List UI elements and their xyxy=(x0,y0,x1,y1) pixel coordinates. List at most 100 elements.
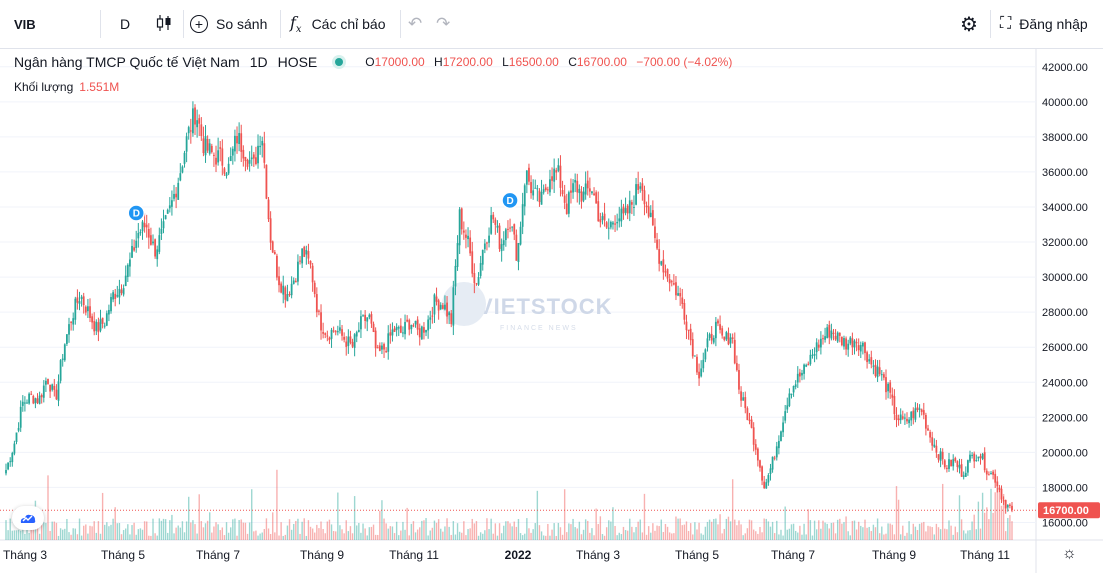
candle-body xyxy=(956,461,959,467)
volume-bar xyxy=(582,529,585,540)
candle-body xyxy=(320,312,322,331)
candle-body xyxy=(231,148,234,156)
candle-body xyxy=(330,329,333,339)
volume-bar xyxy=(973,514,975,540)
volume-bar xyxy=(526,518,528,540)
candle-body xyxy=(488,235,490,243)
volume-bar xyxy=(603,535,606,540)
volume-bar xyxy=(929,526,931,540)
volume-bar xyxy=(862,527,864,540)
candle-body xyxy=(196,120,199,128)
volume-bar xyxy=(259,533,261,540)
volume-bar xyxy=(309,526,312,540)
compare-button[interactable]: + So sánh xyxy=(190,0,267,48)
x-tick-label: Tháng 7 xyxy=(196,548,240,562)
volume-bar xyxy=(685,521,688,540)
settings-gear-icon[interactable]: ⚙ xyxy=(960,13,978,36)
candle-body xyxy=(40,395,43,398)
volume-bar xyxy=(790,524,793,540)
interval-button[interactable]: D xyxy=(120,16,131,32)
candle-body xyxy=(822,338,824,340)
candle-body xyxy=(219,147,222,149)
volume-bar xyxy=(866,527,868,540)
candle-body xyxy=(19,406,22,428)
candle-body xyxy=(864,342,866,354)
login-button[interactable]: ⛶ Đăng nhập xyxy=(1000,0,1088,48)
volume-bar xyxy=(671,533,673,540)
volume-bar xyxy=(654,530,656,540)
volume-bar xyxy=(152,518,154,540)
volume-bar xyxy=(983,512,986,540)
axis-settings-icon[interactable]: ☼ xyxy=(1062,545,1077,562)
y-tick-label: 24000.00 xyxy=(1042,377,1088,389)
candle-body xyxy=(273,252,276,255)
volume-bar xyxy=(727,516,730,540)
volume-bar xyxy=(561,534,564,540)
volume-bar xyxy=(421,520,423,540)
candle-body xyxy=(803,364,805,374)
volume-bar xyxy=(864,519,866,540)
volume-bar xyxy=(620,534,623,540)
volume-bar xyxy=(272,512,274,540)
candle-body xyxy=(700,368,703,377)
login-label: Đăng nhập xyxy=(1019,16,1088,32)
volume-bar xyxy=(9,518,11,540)
volume-bar xyxy=(337,492,339,540)
volume-bar xyxy=(465,535,467,540)
candle-body xyxy=(530,182,532,194)
tradingview-logo-button[interactable] xyxy=(12,506,44,530)
candle-body xyxy=(370,314,373,324)
volume-bar xyxy=(633,532,635,540)
volume-bar xyxy=(748,519,751,540)
candle-body xyxy=(872,365,875,367)
volume-bar xyxy=(104,524,106,540)
volume-bar xyxy=(188,496,190,540)
candle-body xyxy=(979,456,982,459)
candle-body xyxy=(570,190,572,193)
volume-bar xyxy=(385,523,387,540)
candle-body xyxy=(307,251,310,259)
volume-bar xyxy=(542,535,545,540)
volume-bar xyxy=(477,535,480,540)
symbol-search[interactable]: VIB xyxy=(14,16,36,32)
candle-body xyxy=(236,135,238,144)
volume-bar xyxy=(49,530,51,540)
candle-body xyxy=(897,418,900,421)
candle-body xyxy=(486,242,488,244)
candle-body xyxy=(511,226,514,228)
undo-icon[interactable]: ↶ xyxy=(408,14,423,33)
candle-body xyxy=(528,167,530,182)
volume-bar xyxy=(68,532,70,540)
volume-bar xyxy=(120,534,123,540)
candle-body xyxy=(227,163,230,174)
toolbar-divider xyxy=(100,10,101,38)
volume-bar xyxy=(780,529,782,540)
candle-body xyxy=(192,108,194,134)
volume-bar xyxy=(874,527,877,540)
candle-body xyxy=(847,343,850,350)
redo-icon[interactable]: ↷ xyxy=(436,14,451,33)
volume-bar xyxy=(423,520,425,540)
candle-body xyxy=(504,229,507,241)
volume-bar xyxy=(179,527,182,540)
x-tick-label: Tháng 11 xyxy=(960,548,1010,562)
volume-bar xyxy=(158,518,161,540)
volume-bar xyxy=(713,518,715,540)
volume-bar xyxy=(358,522,360,540)
chart-type-button[interactable] xyxy=(150,0,178,48)
volume-bar xyxy=(631,526,633,540)
candle-body xyxy=(143,223,146,228)
price-chart[interactable]: 42000.00 40000.00 38000.00 36000.00 34000.00… xyxy=(0,48,1103,573)
candle-body xyxy=(670,281,673,283)
candle-body xyxy=(452,287,455,326)
volume-bar xyxy=(91,526,93,540)
volume-bar xyxy=(395,521,398,540)
candle-body xyxy=(45,380,47,385)
candle-body xyxy=(439,304,442,310)
indicators-button[interactable]: fx Các chỉ báo xyxy=(290,0,386,48)
volume-bar xyxy=(257,535,259,540)
volume-bar xyxy=(320,521,322,540)
x-tick-label: Tháng 9 xyxy=(300,548,344,562)
volume-bar xyxy=(398,535,400,540)
volume-bar xyxy=(288,519,291,540)
